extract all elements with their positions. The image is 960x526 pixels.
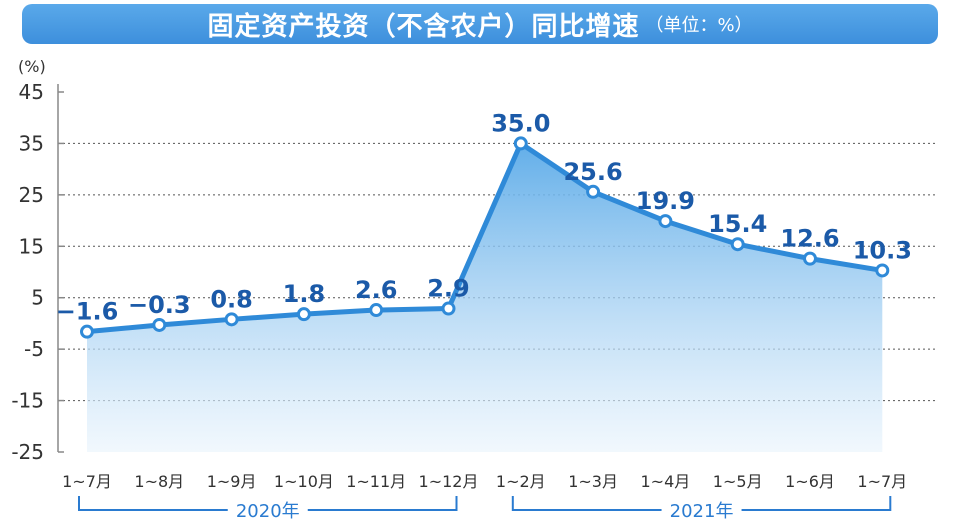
x-tick-label: 1~10月 [274,472,334,491]
x-axis-labels: 1~7月 1~8月 1~9月 1~10月 1~11月 1~12月 1~2月 1~3月 1~4月 1… [62,472,907,491]
y-tick-label: 5 [31,286,44,310]
series-polyline [84,140,885,335]
group-label: 2020年 [236,501,300,522]
y-axis: (%) 45 35 25 15 5 -5 -15 -25 [11,57,64,464]
data-point [875,263,890,278]
data-label: 12.6 [780,225,839,253]
year-groups: 2020年 2021年 [78,496,892,522]
data-label: 15.4 [708,210,767,238]
data-point [369,303,384,318]
chart-title: 固定资产投资（不含农户）同比增速 [207,11,640,42]
y-tick-label: 25 [19,183,44,207]
x-tick-label: 1~11月 [346,472,406,491]
x-tick-label: 1~8月 [134,472,184,491]
x-tick-label: 1~9月 [207,472,257,491]
data-label: 25.6 [563,158,622,186]
group-label-bg [227,498,308,518]
group-label: 2021年 [670,501,734,522]
data-point [730,237,745,252]
x-tick-label: 1~4月 [641,472,691,491]
data-label: 1.8 [283,280,326,308]
x-tick-label: 1~7月 [857,472,907,491]
data-point [803,251,817,266]
x-tick-label: 1~2月 [496,472,546,491]
x-tick-label: 1~5月 [713,472,763,491]
data-label: 0.8 [210,285,253,313]
data-points [80,136,890,339]
y-tick-label: 35 [19,131,44,155]
data-point [224,312,239,327]
y-axis-unit: (%) [18,57,46,76]
x-tick-label: 1~7月 [62,472,112,491]
data-point [586,184,601,199]
data-label: −1.6 [56,298,119,326]
series-line [84,140,885,335]
data-point [152,317,167,332]
x-tick-label: 1~6月 [785,472,835,491]
y-tick-label: -15 [11,389,44,413]
data-labels: −1.6 −0.3 0.8 1.8 2.6 2.9 35.0 25.6 19.9 15.4 12.6… [56,109,912,325]
x-tick-label: 1~12月 [419,472,479,491]
data-label: −0.3 [128,291,191,319]
data-point [658,214,673,229]
data-label: 19.9 [636,187,695,215]
data-point [80,324,94,339]
data-label: 2.6 [355,276,398,304]
group-label-bg [661,498,742,518]
data-point [513,136,528,151]
area-fill-path [87,143,883,452]
data-label: 2.9 [427,275,470,303]
data-point [441,301,456,316]
data-point [296,307,311,322]
y-tick-label: -5 [24,337,44,361]
chart-title-bar: 固定资产投资（不含农户）同比增速 （单位：%） [22,4,938,44]
y-tick-label: -25 [11,440,44,464]
x-tick-label: 1~3月 [568,472,618,491]
y-tick-label: 45 [19,80,44,104]
data-label: 35.0 [491,109,550,137]
data-label: 10.3 [853,236,912,264]
area-fill [87,143,883,452]
y-tick-label: 15 [19,234,44,258]
chart-unit-note: （单位：%） [645,15,753,36]
